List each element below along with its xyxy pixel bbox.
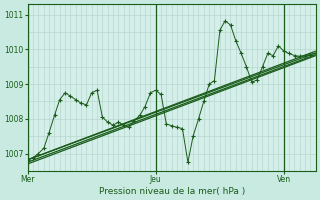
X-axis label: Pression niveau de la mer( hPa ): Pression niveau de la mer( hPa ) bbox=[99, 187, 245, 196]
